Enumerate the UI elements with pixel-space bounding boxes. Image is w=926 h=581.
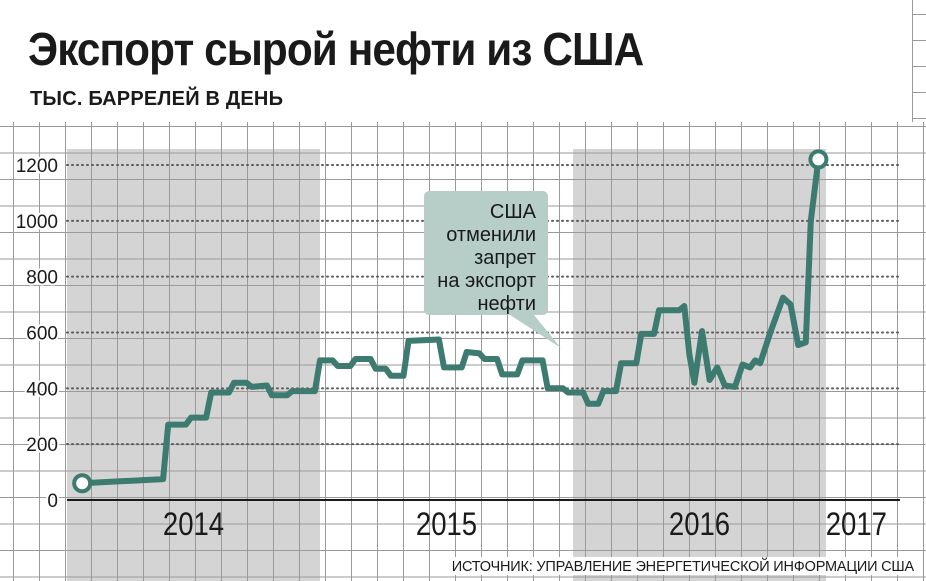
annotation-text-line: запрет [474, 247, 536, 269]
year-label-2017: 2017 [826, 507, 887, 542]
chart-title: Экспорт сырой нефти из США [28, 23, 644, 75]
series-line [79, 156, 822, 487]
y-tick-label: 800 [26, 268, 58, 289]
source-note: ИСТОЧНИК: УПРАВЛЕНИЕ ЭНЕРГЕТИЧЕСКОЙ ИНФО… [445, 557, 914, 575]
y-tick-label: 1200 [16, 156, 58, 177]
year-label-2015: 2015 [416, 507, 477, 542]
annotation-text-line: на экспорт [437, 270, 536, 292]
start-point-marker [72, 473, 93, 494]
annotation-text-line: нефти [477, 293, 536, 315]
y-tick-label: 600 [26, 324, 58, 345]
year-label-2016: 2016 [669, 507, 730, 542]
y-tick-label: 0 [47, 491, 58, 512]
year-label-2014: 2014 [163, 507, 224, 542]
background-grid [0, 122, 926, 581]
end-point-marker [808, 149, 829, 170]
y-tick-label: 200 [26, 435, 58, 456]
annotation-text-line: отменили [446, 224, 536, 246]
header-grid-decoration [912, 0, 926, 122]
chart-header: Экспорт сырой нефти из США ТЫС. БАРРЕЛЕЙ… [0, 0, 926, 122]
y-tick-label: 1000 [16, 212, 58, 233]
chart-subtitle: ТЫС. БАРРЕЛЕЙ В ДЕНЬ [30, 88, 284, 110]
annotation-text-line: США [490, 201, 537, 223]
y-tick-label: 400 [26, 379, 58, 400]
annotation-callout [424, 191, 561, 348]
